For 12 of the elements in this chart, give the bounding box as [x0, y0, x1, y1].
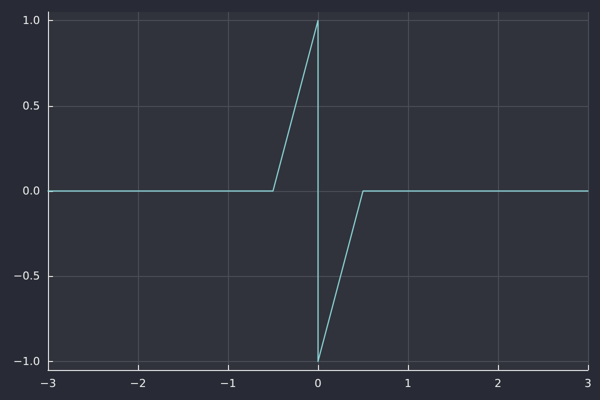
y-tick-label: 0.5 — [22, 99, 40, 112]
x-tick-label: −3 — [40, 377, 56, 390]
x-tick-label: −1 — [220, 377, 236, 390]
x-tick-label: 2 — [494, 377, 502, 390]
y-tick-label: 1.0 — [22, 14, 40, 28]
x-tick-label: 1 — [404, 377, 412, 390]
y-tick-label: −1.0 — [13, 354, 40, 368]
x-tick-label: 3 — [584, 377, 592, 390]
y-tick-label: −0.5 — [13, 270, 40, 283]
y-tick-label: 0.0 — [22, 184, 40, 198]
x-tick-label: −2 — [130, 377, 146, 390]
x-tick-label: 0 — [314, 377, 322, 390]
